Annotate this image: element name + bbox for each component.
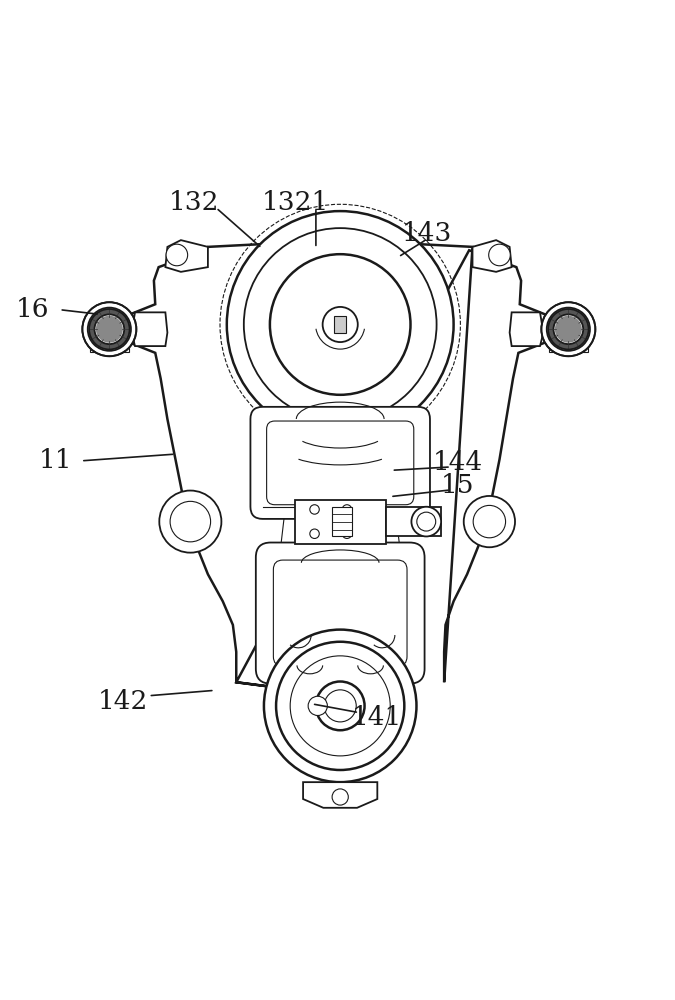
Polygon shape [132, 312, 167, 346]
FancyBboxPatch shape [250, 407, 430, 519]
Circle shape [342, 529, 352, 538]
Bar [294, 500, 386, 544]
Bar [334, 316, 346, 333]
Text: 141: 141 [352, 705, 402, 730]
Circle shape [170, 501, 211, 542]
Circle shape [310, 529, 319, 538]
Circle shape [244, 228, 437, 421]
Text: 143: 143 [402, 221, 452, 246]
Bar [90, 312, 129, 352]
Polygon shape [472, 240, 512, 272]
Circle shape [89, 309, 130, 349]
Circle shape [82, 302, 136, 356]
Bar [332, 507, 352, 536]
Text: 15: 15 [441, 473, 475, 498]
Circle shape [324, 690, 356, 722]
Circle shape [310, 505, 319, 514]
Circle shape [541, 302, 595, 356]
FancyBboxPatch shape [273, 560, 407, 666]
Circle shape [308, 696, 327, 715]
Circle shape [332, 789, 348, 805]
Text: 144: 144 [433, 450, 483, 475]
Circle shape [323, 307, 358, 342]
Circle shape [464, 496, 515, 547]
Circle shape [547, 308, 590, 351]
Circle shape [473, 505, 506, 538]
Polygon shape [118, 240, 557, 696]
Circle shape [227, 211, 454, 438]
Circle shape [88, 308, 131, 351]
Circle shape [411, 507, 441, 536]
Text: 16: 16 [16, 297, 49, 322]
Polygon shape [510, 312, 543, 346]
FancyBboxPatch shape [256, 543, 425, 684]
Circle shape [95, 314, 124, 344]
Circle shape [489, 244, 510, 266]
Circle shape [290, 656, 390, 756]
Circle shape [264, 630, 416, 782]
Bar [386, 507, 441, 536]
Circle shape [342, 505, 352, 514]
Text: 1321: 1321 [262, 190, 329, 216]
Polygon shape [165, 240, 208, 272]
Circle shape [270, 254, 410, 395]
Bar [549, 312, 588, 352]
Text: 142: 142 [98, 689, 148, 714]
Circle shape [316, 682, 365, 730]
Circle shape [416, 512, 436, 531]
Circle shape [548, 309, 589, 349]
Circle shape [166, 244, 188, 266]
Circle shape [555, 316, 582, 343]
Text: 132: 132 [169, 190, 219, 216]
Circle shape [554, 314, 583, 344]
Circle shape [96, 316, 123, 343]
FancyBboxPatch shape [267, 421, 414, 505]
Polygon shape [303, 782, 377, 808]
Text: 11: 11 [38, 448, 72, 473]
Circle shape [276, 642, 404, 770]
Circle shape [159, 491, 221, 553]
